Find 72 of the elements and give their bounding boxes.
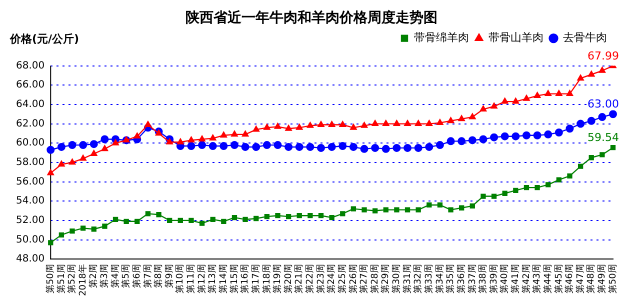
x-tick-label: 第27周 [358, 264, 370, 294]
x-tick-label: 第43周 [532, 264, 543, 294]
x-tick-label: 第29周 [380, 264, 392, 294]
x-tick-label: 2018年 [77, 264, 88, 296]
x-tick-label: 第2周 [88, 264, 100, 288]
x-tick-label: 第14周 [218, 264, 230, 294]
y-tick-label: 54.00 [16, 196, 45, 207]
x-tick-label: 第41周 [510, 264, 522, 294]
data-label: 59.54 [588, 130, 619, 144]
y-tick-label: 52.00 [16, 215, 45, 226]
x-tick-label: 第20周 [282, 264, 294, 294]
x-tick-label: 第17周 [250, 264, 262, 294]
x-tick-label: 第46周 [564, 264, 576, 294]
x-tick-label: 第8周 [153, 264, 164, 288]
x-tick-label: 第9周 [164, 264, 175, 288]
x-tick-label: 第42周 [520, 264, 532, 294]
x-tick-label: 第22周 [304, 264, 316, 294]
y-tick-label: 60.00 [16, 138, 45, 149]
y-tick-label: 68.00 [16, 60, 45, 72]
x-tick-label: 第13周 [207, 264, 218, 294]
y-tick-label: 62.00 [16, 118, 45, 130]
x-tick-label: 第25周 [336, 264, 348, 294]
x-tick-label: 第30周 [391, 264, 402, 294]
legend-label: 带骨绵羊肉 [414, 31, 469, 44]
x-tick-label: 第33周 [423, 264, 434, 294]
x-tick-label: 第44周 [542, 264, 554, 294]
x-tick-label: 第32周 [412, 264, 424, 294]
x-tick-label: 第23周 [315, 264, 326, 294]
x-tick-label: 第6周 [131, 264, 142, 288]
y-axis-title: 价格(元/公斤) [9, 32, 80, 46]
x-tick-label: 第49周 [596, 264, 608, 294]
x-tick-label: 第31周 [402, 264, 413, 294]
x-tick-label: 第35周 [445, 264, 456, 294]
x-tick-label: 第19周 [272, 264, 284, 294]
x-tick-label: 第48周 [586, 264, 597, 294]
x-tick-label: 第16周 [240, 264, 251, 294]
x-tick-label: 第51周 [56, 264, 67, 294]
y-tick-label: 50.00 [16, 234, 45, 246]
x-tick-label: 第3周 [99, 264, 110, 288]
x-tick-label: 第40周 [499, 264, 510, 294]
data-label: 63.00 [588, 97, 619, 110]
x-tick-label: 第15周 [228, 264, 240, 294]
x-tick-label: 第34周 [434, 264, 446, 294]
x-tick-label: 第47周 [574, 264, 586, 294]
x-tick-label: 第12周 [196, 264, 208, 294]
x-tick-label: 第37周 [466, 264, 478, 294]
x-tick-label: 第28周 [369, 264, 380, 294]
legend-label: 带骨山羊肉 [488, 31, 544, 44]
x-tick-label: 第38周 [478, 264, 489, 294]
x-tick-label: 第7周 [142, 264, 154, 288]
x-tick-label: 第11周 [186, 264, 197, 294]
y-tick-label: 58.00 [16, 157, 45, 168]
x-tick-label: 第10周 [174, 264, 186, 294]
y-tick-label: 66.00 [16, 80, 45, 91]
x-tick-label: 第50周 [44, 264, 56, 294]
x-tick-label: 第36周 [456, 264, 467, 294]
x-tick-label: 第4周 [110, 264, 121, 288]
x-tick-label: 第50周 [607, 264, 618, 294]
x-tick-label: 第24周 [326, 264, 338, 294]
x-tick-label: 第21周 [294, 264, 305, 294]
y-tick-label: 48.00 [16, 254, 45, 265]
legend-label: 去骨牛肉 [563, 31, 607, 44]
x-tick-label: 第52周 [66, 264, 78, 294]
data-label: 67.99 [588, 49, 619, 62]
x-tick-label: 第39周 [488, 264, 500, 294]
x-tick-label: 第26周 [348, 264, 359, 294]
x-tick-label: 第45周 [553, 264, 564, 294]
y-tick-label: 64.00 [16, 99, 45, 110]
x-tick-label: 第18周 [261, 264, 272, 294]
chart-title: 陕西省近一年牛肉和羊肉价格周度走势图 [186, 9, 438, 26]
y-tick-label: 56.00 [16, 176, 45, 188]
x-tick-label: 第5周 [120, 264, 132, 288]
